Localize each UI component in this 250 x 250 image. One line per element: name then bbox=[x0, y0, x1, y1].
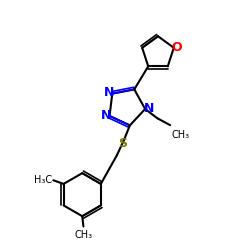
Text: N: N bbox=[101, 110, 111, 122]
Text: N: N bbox=[104, 86, 114, 99]
Text: S: S bbox=[118, 137, 128, 150]
Text: CH₃: CH₃ bbox=[171, 130, 190, 140]
Text: N: N bbox=[144, 102, 154, 114]
Text: H₃C: H₃C bbox=[34, 175, 52, 185]
Text: CH₃: CH₃ bbox=[74, 230, 92, 240]
Text: O: O bbox=[172, 41, 182, 54]
